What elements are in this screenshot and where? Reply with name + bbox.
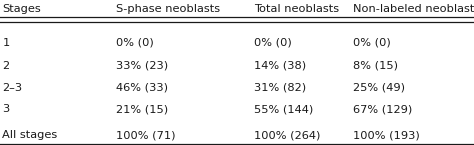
Text: 2–3: 2–3 xyxy=(2,83,22,93)
Text: 8% (15): 8% (15) xyxy=(353,61,398,71)
Text: 2: 2 xyxy=(2,61,9,71)
Text: 0% (0): 0% (0) xyxy=(353,38,391,48)
Text: Stages: Stages xyxy=(2,4,41,14)
Text: 100% (264): 100% (264) xyxy=(254,130,320,141)
Text: 0% (0): 0% (0) xyxy=(116,38,154,48)
Text: 1: 1 xyxy=(2,38,9,48)
Text: 100% (193): 100% (193) xyxy=(353,130,420,141)
Text: Non-labeled neoblasts: Non-labeled neoblasts xyxy=(353,4,474,14)
Text: 25% (49): 25% (49) xyxy=(353,83,405,93)
Text: 0% (0): 0% (0) xyxy=(254,38,292,48)
Text: All stages: All stages xyxy=(2,130,58,141)
Text: 100% (71): 100% (71) xyxy=(116,130,176,141)
Text: S-phase neoblasts: S-phase neoblasts xyxy=(116,4,220,14)
Text: 3: 3 xyxy=(2,104,9,114)
Text: Total neoblasts: Total neoblasts xyxy=(254,4,339,14)
Text: 31% (82): 31% (82) xyxy=(254,83,306,93)
Text: 55% (144): 55% (144) xyxy=(254,104,313,114)
Text: 14% (38): 14% (38) xyxy=(254,61,306,71)
Text: 67% (129): 67% (129) xyxy=(353,104,412,114)
Text: 46% (33): 46% (33) xyxy=(116,83,168,93)
Text: 33% (23): 33% (23) xyxy=(116,61,168,71)
Text: 21% (15): 21% (15) xyxy=(116,104,168,114)
